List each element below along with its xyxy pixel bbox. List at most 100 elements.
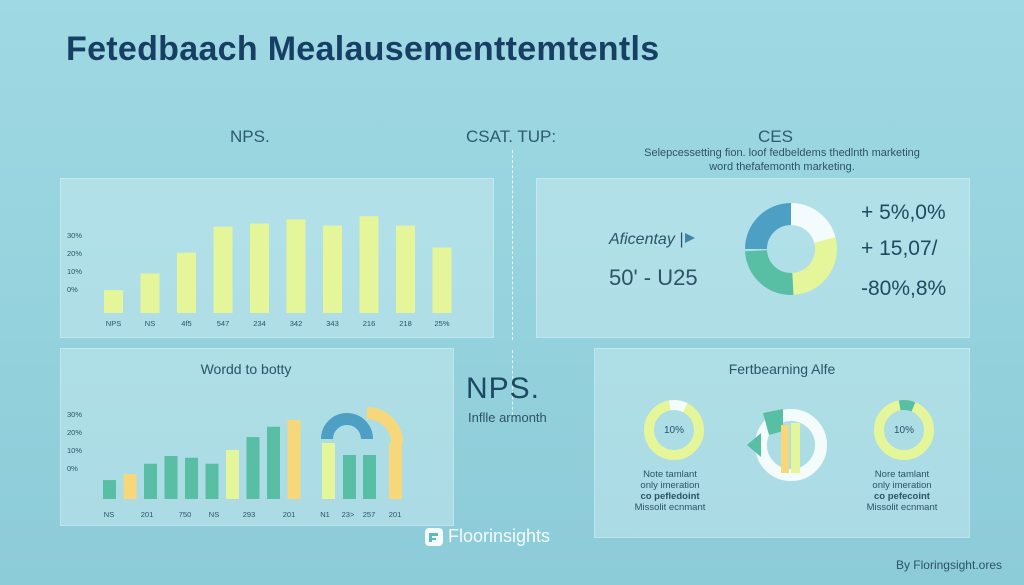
arch-bar-right [389,443,402,499]
world-bar [205,463,219,499]
left-note: Note tamlant only imeration co pefledoin… [615,469,725,513]
ces-stat-2: + 15,07/ [861,237,938,260]
world-bar [267,426,280,499]
left-note-line: only imeration [640,480,700,491]
middle-nps-title: NPS. [466,372,541,405]
arch-bar-mid2 [363,455,376,499]
nps-bar [177,252,196,313]
right-note-line: Nore tamlant [874,469,930,480]
y-tick-label: 0% [67,464,78,473]
x-tick-label: 343 [326,319,339,328]
credit-text: By Floringsight.ores [895,558,1002,572]
y-tick-label: 10% [67,446,82,455]
center-bar-lime [791,423,800,473]
x-tick-label: N1 [320,510,330,519]
nps-bar [104,290,123,313]
nps-chart-panel: 30% 20% 10% 0% NPS NS 4f5 547 234 342 343 216 218 25% [60,178,494,338]
csat-section-header: CSAT. TUP: [466,127,557,146]
world-bar [185,457,198,499]
middle-nps-subtitle: Inflle armonth [468,410,547,425]
y-tick-label: 20% [67,249,82,258]
world-bar [123,474,137,499]
ces-donut-slice-lime [745,203,837,295]
world-bar [164,456,178,499]
nps-bar [323,225,342,313]
left-donut-percent: 10% [663,425,684,436]
y-tick-label: 30% [67,410,82,419]
world-bar [103,480,116,499]
floorinsights-logo-icon [425,527,443,546]
brand-name: Floorinsights [448,526,551,546]
center-donut-bars-graphic [747,409,827,481]
right-donut-highlight [874,400,934,460]
left-percent-donut [644,400,704,460]
ces-value: 50' - U25 [609,265,698,290]
y-tick-label: 0% [67,285,78,294]
x-tick-label: 342 [290,319,303,328]
arch-blue-segment [321,413,373,440]
nps-bar-chart: 30% 20% 10% 0% NPS NS 4f5 547 234 342 343 216 218 25% [67,216,452,328]
world-bar [226,449,239,499]
x-tick-label: 216 [363,319,376,328]
arch-bar-mid [343,455,356,499]
x-tick-label: 201 [283,510,296,519]
right-donut-percent: 10% [893,425,914,436]
ces-description-line-2: word thefafemonth marketing. [709,161,855,173]
left-note-line: co pefledoint [640,491,700,502]
world-to-botty-title: Wordd to botty [200,361,292,377]
x-tick-label: 750 [179,510,192,519]
nps-section-header: NPS. [230,127,270,146]
left-note-line: Note tamlant [643,469,697,480]
arrow-left-icon [747,433,761,457]
bottom-right-panel: Fertbearning Alfe 10% 10% Note tamlant o… [594,348,970,538]
x-tick-label: 218 [399,319,412,328]
right-note-line: co pefecoint [874,491,930,502]
nps-bar [286,219,306,313]
world-to-botty-panel: Wordd to botty 30% 20% 10% 0% NS 201 750 NS 293 2… [60,348,454,526]
x-tick-label: 201 [141,510,154,519]
left-note-line: Missolit ecnmant [634,502,706,513]
y-tick-label: 10% [67,267,82,276]
x-tick-label: NS [145,319,155,328]
center-divider-lower [512,350,513,420]
brand: Floorinsights [424,526,550,547]
x-tick-label: 257 [363,510,376,519]
x-tick-label: NS [104,510,114,519]
arrow-right-icon [685,233,695,243]
right-note-line: Missolit ecnmant [866,502,938,513]
world-bar [144,463,157,499]
nps-bar [396,225,415,313]
ces-label: Aficentay | [609,231,684,248]
x-tick-label: 201 [389,510,402,519]
ces-section-header: CES [758,127,793,146]
center-donut-teal-wedge [763,409,783,435]
ces-donut-chart [745,203,837,295]
x-tick-label: 4f5 [181,319,191,328]
arch-bar-graphic [321,407,403,499]
bottom-right-title: Fertbearning Alfe [728,361,836,377]
ces-panel: Aficentay | 50' - U25 + 5%,0% + 15,07/ -… [536,178,970,338]
y-tick-label: 30% [67,231,82,240]
page-title: Fetedbaach Mealausementtemtentls [66,30,660,68]
world-bar [246,437,260,499]
x-tick-label: 234 [253,319,266,328]
nps-bar [432,247,452,313]
world-to-botty-chart: 30% 20% 10% 0% NS 201 750 NS 293 201 N1 23> 257 201 [67,407,403,519]
arch-bar-left [322,443,335,499]
nps-bar [213,226,233,313]
right-note: Nore tamlant only imeration co pefecoint… [847,469,957,513]
center-bar-yellow [781,425,789,473]
x-tick-label: 293 [243,510,256,519]
y-tick-label: 20% [67,428,82,437]
ces-stat-3: -80%,8% [861,277,947,300]
x-tick-label: 25% [434,319,449,328]
nps-bar [250,223,269,313]
nps-bar [140,273,160,313]
ces-stat-1: + 5%,0% [861,201,946,224]
x-tick-label: NPS [106,319,121,328]
ces-donut-slice-white [745,203,837,295]
x-tick-label: 547 [217,319,230,328]
x-tick-label: NS [209,510,219,519]
center-divider [512,150,513,340]
world-bar [287,419,301,499]
